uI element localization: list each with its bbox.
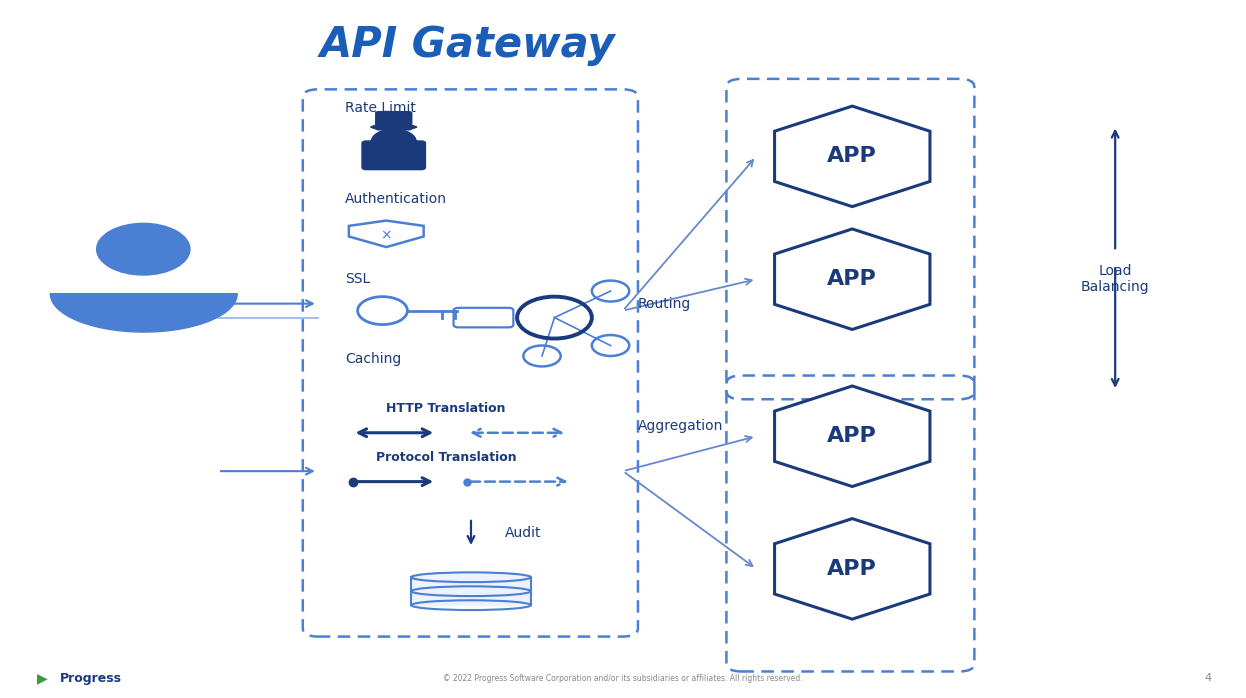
Text: APP: APP — [827, 147, 877, 166]
Text: Caching: Caching — [345, 352, 401, 366]
Text: 4: 4 — [1204, 674, 1211, 683]
Text: Routing: Routing — [638, 297, 692, 311]
Text: APP: APP — [827, 559, 877, 579]
Polygon shape — [775, 106, 930, 207]
Text: Progress: Progress — [60, 672, 122, 685]
Text: Audit: Audit — [505, 526, 541, 540]
Ellipse shape — [411, 572, 531, 582]
Ellipse shape — [370, 124, 417, 131]
Polygon shape — [775, 229, 930, 329]
Text: Aggregation: Aggregation — [638, 419, 724, 433]
Text: Load
Balancing: Load Balancing — [1080, 264, 1150, 295]
Text: ▶: ▶ — [37, 671, 49, 685]
Polygon shape — [775, 519, 930, 619]
Text: © 2022 Progress Software Corporation and/or its subsidiaries or affiliates. All : © 2022 Progress Software Corporation and… — [444, 674, 802, 683]
Text: APP: APP — [827, 426, 877, 446]
Text: ×: × — [380, 228, 392, 242]
Text: SSL: SSL — [345, 272, 370, 286]
Circle shape — [371, 129, 416, 154]
Text: Protocol Translation: Protocol Translation — [376, 451, 516, 463]
Text: Authentication: Authentication — [345, 192, 447, 206]
Text: API Gateway: API Gateway — [319, 24, 616, 66]
Text: APP: APP — [827, 269, 877, 289]
Circle shape — [96, 223, 191, 276]
FancyBboxPatch shape — [361, 140, 426, 170]
Text: Rate Limit: Rate Limit — [345, 101, 416, 115]
FancyBboxPatch shape — [375, 111, 412, 131]
Polygon shape — [775, 386, 930, 487]
Text: HTTP Translation: HTTP Translation — [386, 402, 506, 415]
